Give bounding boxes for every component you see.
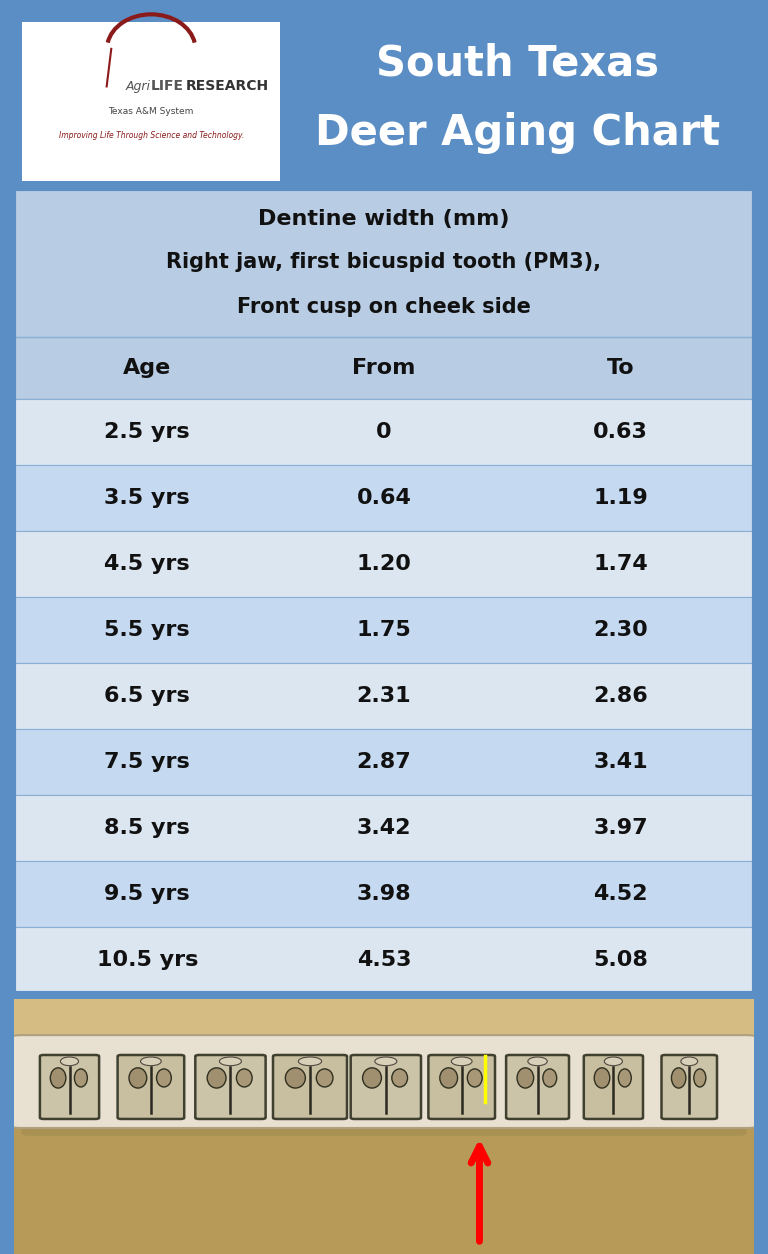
Text: 1.19: 1.19 bbox=[594, 488, 648, 508]
Text: 1.75: 1.75 bbox=[356, 619, 412, 640]
Text: 10.5 yrs: 10.5 yrs bbox=[97, 951, 198, 971]
Text: 7.5 yrs: 7.5 yrs bbox=[104, 752, 190, 772]
Bar bbox=[14, 465, 754, 530]
Text: 2.30: 2.30 bbox=[594, 619, 648, 640]
Text: 4.52: 4.52 bbox=[594, 884, 648, 904]
Text: LIFE: LIFE bbox=[151, 79, 184, 94]
Text: 1.20: 1.20 bbox=[356, 554, 412, 574]
Bar bbox=[14, 927, 754, 993]
Text: 1.74: 1.74 bbox=[594, 554, 648, 574]
Text: 2.86: 2.86 bbox=[594, 686, 648, 706]
Text: 0: 0 bbox=[376, 423, 392, 441]
Bar bbox=[14, 861, 754, 927]
Bar bbox=[22, 23, 280, 181]
Text: 6.5 yrs: 6.5 yrs bbox=[104, 686, 190, 706]
Text: To: To bbox=[607, 357, 634, 377]
Text: 0.63: 0.63 bbox=[594, 423, 648, 441]
Text: Dentine width (mm): Dentine width (mm) bbox=[258, 208, 510, 228]
Bar bbox=[14, 337, 754, 399]
Text: 2.5 yrs: 2.5 yrs bbox=[104, 423, 190, 441]
Text: 3.5 yrs: 3.5 yrs bbox=[104, 488, 190, 508]
Text: From: From bbox=[353, 357, 415, 377]
Bar bbox=[14, 530, 754, 597]
Text: 5.08: 5.08 bbox=[594, 951, 648, 971]
Text: 9.5 yrs: 9.5 yrs bbox=[104, 884, 190, 904]
Text: 2.31: 2.31 bbox=[356, 686, 412, 706]
Text: RESEARCH: RESEARCH bbox=[186, 79, 269, 94]
Bar bbox=[14, 399, 754, 465]
Text: 3.41: 3.41 bbox=[594, 752, 648, 772]
Text: South Texas: South Texas bbox=[376, 41, 659, 84]
Text: Age: Age bbox=[123, 357, 171, 377]
Text: 2.87: 2.87 bbox=[356, 752, 412, 772]
Text: Texas A&M System: Texas A&M System bbox=[108, 107, 194, 117]
Bar bbox=[14, 663, 754, 729]
Bar bbox=[14, 795, 754, 861]
Bar bbox=[14, 14, 754, 189]
Bar bbox=[14, 189, 754, 993]
Text: Front cusp on cheek side: Front cusp on cheek side bbox=[237, 297, 531, 317]
Bar bbox=[14, 189, 754, 337]
Text: 3.42: 3.42 bbox=[357, 818, 411, 838]
Bar bbox=[14, 597, 754, 663]
Text: 4.5 yrs: 4.5 yrs bbox=[104, 554, 190, 574]
Text: 3.98: 3.98 bbox=[356, 884, 412, 904]
Text: 8.5 yrs: 8.5 yrs bbox=[104, 818, 190, 838]
Bar bbox=[14, 729, 754, 795]
Text: 5.5 yrs: 5.5 yrs bbox=[104, 619, 190, 640]
Text: 3.97: 3.97 bbox=[594, 818, 648, 838]
Text: Improving Life Through Science and Technology.: Improving Life Through Science and Techn… bbox=[58, 130, 243, 140]
Text: Agri: Agri bbox=[125, 80, 151, 93]
Text: Right jaw, first bicuspid tooth (PM3),: Right jaw, first bicuspid tooth (PM3), bbox=[167, 252, 601, 272]
Text: 0.64: 0.64 bbox=[356, 488, 412, 508]
Text: Deer Aging Chart: Deer Aging Chart bbox=[315, 112, 720, 154]
Text: 4.53: 4.53 bbox=[357, 951, 411, 971]
